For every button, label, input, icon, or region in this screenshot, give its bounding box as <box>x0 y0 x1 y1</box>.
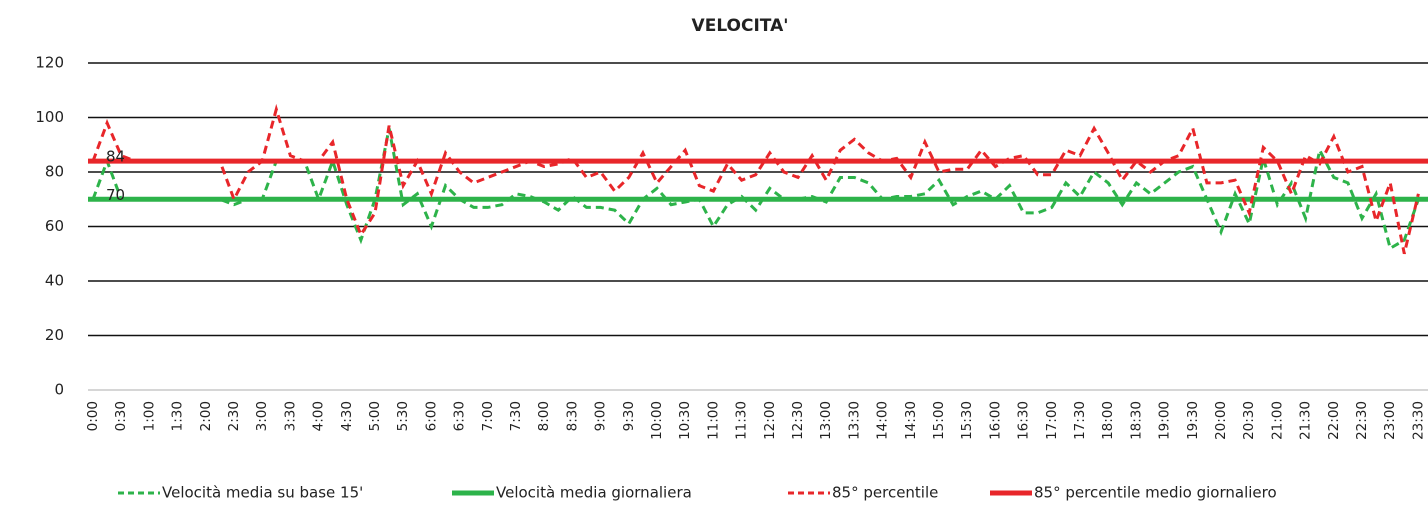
x-tick-label: 5:00 <box>367 401 383 431</box>
series-line <box>91 128 1420 251</box>
x-tick-label: 4:30 <box>339 401 355 431</box>
x-tick-label: 0:30 <box>113 401 129 431</box>
x-tick-label: 18:30 <box>1128 401 1144 440</box>
x-tick-label: 12:30 <box>790 401 806 440</box>
x-tick-label: 17:00 <box>1044 401 1060 440</box>
x-tick-label: 23:30 <box>1410 401 1426 440</box>
y-tick-label: 20 <box>45 326 64 344</box>
legend-label: Velocità media giornaliera <box>496 484 692 502</box>
y-tick-label: 60 <box>45 217 64 235</box>
x-tick-label: 5:30 <box>395 401 411 431</box>
x-tick-label: 1:00 <box>141 401 157 431</box>
x-tick-label: 22:30 <box>1354 401 1370 440</box>
x-tick-label: 13:00 <box>818 401 834 440</box>
x-tick-label: 14:00 <box>875 401 891 440</box>
x-tick-label: 18:00 <box>1100 401 1116 440</box>
x-tick-label: 4:00 <box>311 401 327 431</box>
x-tick-label: 7:30 <box>508 401 524 431</box>
x-tick-label: 6:00 <box>423 401 439 431</box>
legend-label: 85° percentile <box>832 484 938 502</box>
x-tick-label: 22:00 <box>1326 401 1342 440</box>
x-tick-label: 1:30 <box>170 401 186 431</box>
legend-label: 85° percentile medio giornaliero <box>1034 484 1277 502</box>
x-tick-label: 15:00 <box>931 401 947 440</box>
x-tick-label: 3:30 <box>282 401 298 431</box>
x-tick-label: 19:30 <box>1185 401 1201 440</box>
x-tick-label: 3:00 <box>254 401 270 431</box>
x-tick-label: 16:00 <box>987 401 1003 440</box>
x-tick-label: 11:30 <box>734 401 750 440</box>
x-tick-label: 20:30 <box>1241 401 1257 440</box>
x-tick-label: 13:30 <box>846 401 862 440</box>
x-tick-label: 21:00 <box>1269 401 1285 440</box>
x-tick-label: 15:30 <box>959 401 975 440</box>
x-tick-label: 10:00 <box>649 401 665 440</box>
legend-label: Velocità media su base 15' <box>162 484 363 502</box>
data-label: 70 <box>106 186 125 204</box>
x-tick-label: 9:00 <box>593 401 609 431</box>
y-tick-label: 120 <box>35 54 64 72</box>
y-tick-label: 0 <box>54 381 64 399</box>
x-tick-label: 23:00 <box>1382 401 1398 440</box>
x-tick-label: 10:30 <box>677 401 693 440</box>
y-tick-label: 40 <box>45 272 64 290</box>
x-tick-label: 20:00 <box>1213 401 1229 440</box>
x-tick-label: 17:30 <box>1072 401 1088 440</box>
x-tick-label: 8:00 <box>536 401 552 431</box>
data-label: 84 <box>106 148 125 166</box>
chart-title: VELOCITA' <box>692 16 789 36</box>
x-tick-label: 14:30 <box>903 401 919 440</box>
x-tick-label: 2:30 <box>226 401 242 431</box>
x-tick-label: 6:30 <box>452 401 468 431</box>
x-tick-label: 2:00 <box>198 401 214 431</box>
x-tick-label: 21:30 <box>1298 401 1314 440</box>
x-tick-label: 16:30 <box>1016 401 1032 440</box>
x-tick-label: 8:30 <box>564 401 580 431</box>
y-tick-label: 100 <box>35 108 64 126</box>
x-tick-label: 19:00 <box>1157 401 1173 440</box>
x-tick-label: 11:00 <box>705 401 721 440</box>
x-tick-label: 0:00 <box>85 401 101 431</box>
x-tick-label: 12:00 <box>762 401 778 440</box>
x-tick-label: 7:00 <box>480 401 496 431</box>
y-tick-label: 80 <box>45 163 64 181</box>
x-tick-label: 9:30 <box>621 401 637 431</box>
